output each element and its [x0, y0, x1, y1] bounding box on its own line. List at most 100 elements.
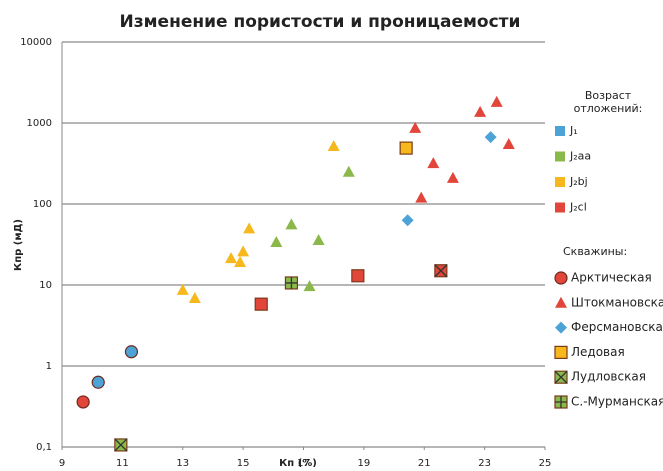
point — [401, 214, 414, 227]
marker-shape — [401, 214, 414, 227]
marker-cross — [555, 396, 567, 408]
point — [76, 395, 90, 409]
legend-marker — [554, 370, 568, 384]
marker-shape — [415, 191, 428, 203]
y-tick-label: 1000 — [27, 118, 52, 129]
marker-shape — [254, 297, 268, 311]
marker-shape — [502, 138, 515, 150]
marker-shape — [91, 375, 105, 389]
marker-shape — [124, 345, 139, 359]
marker-shape — [243, 222, 256, 234]
legend-title: Скважины: — [563, 245, 627, 258]
marker-cross — [114, 438, 128, 452]
marker-shape — [446, 171, 459, 183]
point — [351, 269, 365, 283]
y-tick-label: 100 — [33, 199, 52, 210]
legend-label: J₁ — [569, 124, 578, 137]
legend-label: С.-Мурманская — [571, 395, 663, 409]
marker-shape — [484, 131, 497, 144]
legend-marker — [554, 395, 568, 409]
marker-shape — [188, 292, 201, 304]
legend-swatch — [555, 151, 565, 162]
legend-label: Лудловская — [571, 370, 646, 384]
legend-label: J₂cl — [569, 201, 587, 214]
x-axis-label: Кп (%) — [279, 458, 317, 467]
legend-swatch — [555, 177, 565, 187]
marker-shape — [351, 269, 365, 283]
x-tick-label: 15 — [237, 458, 250, 467]
marker-shape — [342, 165, 355, 177]
y-tick-label: 10 — [39, 280, 52, 291]
x-tick-label: 21 — [418, 458, 431, 467]
marker-shape — [555, 296, 567, 308]
point — [399, 141, 413, 155]
point — [502, 138, 515, 150]
marker-shape — [303, 280, 316, 292]
marker-shape — [409, 121, 422, 133]
marker-shape — [427, 157, 440, 169]
legend-marker — [554, 345, 568, 359]
point — [446, 171, 459, 183]
point — [114, 438, 128, 452]
legend-title: отложений: — [574, 102, 643, 115]
marker-shape — [270, 235, 283, 247]
legend-label: J₂bj — [569, 175, 588, 188]
point — [188, 292, 201, 304]
point — [254, 297, 268, 311]
point — [124, 345, 139, 359]
point — [434, 264, 448, 278]
point — [312, 233, 325, 245]
point — [285, 218, 298, 230]
x-tick-label: 13 — [176, 458, 189, 467]
point — [327, 140, 340, 152]
y-tick-label: 10000 — [20, 37, 52, 48]
point — [484, 131, 497, 144]
point — [409, 121, 422, 133]
x-tick-label: 9 — [59, 458, 65, 467]
legend-label: J₂aa — [569, 150, 591, 163]
legend-label: Штокмановская — [571, 295, 663, 309]
x-tick-label: 11 — [116, 458, 129, 467]
point — [303, 280, 316, 292]
marker-shape — [327, 140, 340, 152]
marker-cross — [285, 276, 298, 289]
y-tick-label: 1 — [46, 361, 52, 372]
point — [342, 165, 355, 177]
marker-shape — [234, 256, 247, 268]
point — [237, 245, 250, 257]
legend-title: Возраст — [585, 89, 632, 102]
point — [490, 95, 503, 107]
marker-shape — [490, 95, 503, 107]
point — [427, 157, 440, 169]
legend-swatch — [555, 202, 565, 213]
point — [91, 375, 105, 389]
point — [415, 191, 428, 203]
point — [243, 222, 256, 234]
legend-swatch — [555, 126, 565, 136]
point — [284, 276, 299, 290]
marker-shape — [399, 141, 413, 155]
marker-shape — [554, 271, 568, 285]
legend-marker — [555, 296, 567, 308]
legend-marker — [554, 271, 568, 285]
marker-shape — [76, 395, 90, 409]
x-tick-label: 17 — [297, 458, 310, 467]
point — [225, 252, 238, 264]
x-tick-label: 19 — [358, 458, 371, 467]
legend-label: Ферсмановская — [571, 320, 663, 334]
point — [474, 105, 487, 117]
point — [176, 283, 189, 295]
marker-cross — [554, 370, 568, 384]
legend-marker — [555, 321, 567, 334]
marker-cross — [434, 264, 448, 278]
marker-shape — [554, 345, 568, 359]
point — [270, 235, 283, 247]
marker-shape — [176, 283, 189, 295]
legend-label: Арктическая — [571, 271, 652, 285]
marker-shape — [237, 245, 250, 257]
x-tick-label: 25 — [539, 458, 552, 467]
marker-shape — [225, 252, 238, 264]
legend-label: Ледовая — [571, 345, 625, 359]
marker-shape — [474, 105, 487, 117]
